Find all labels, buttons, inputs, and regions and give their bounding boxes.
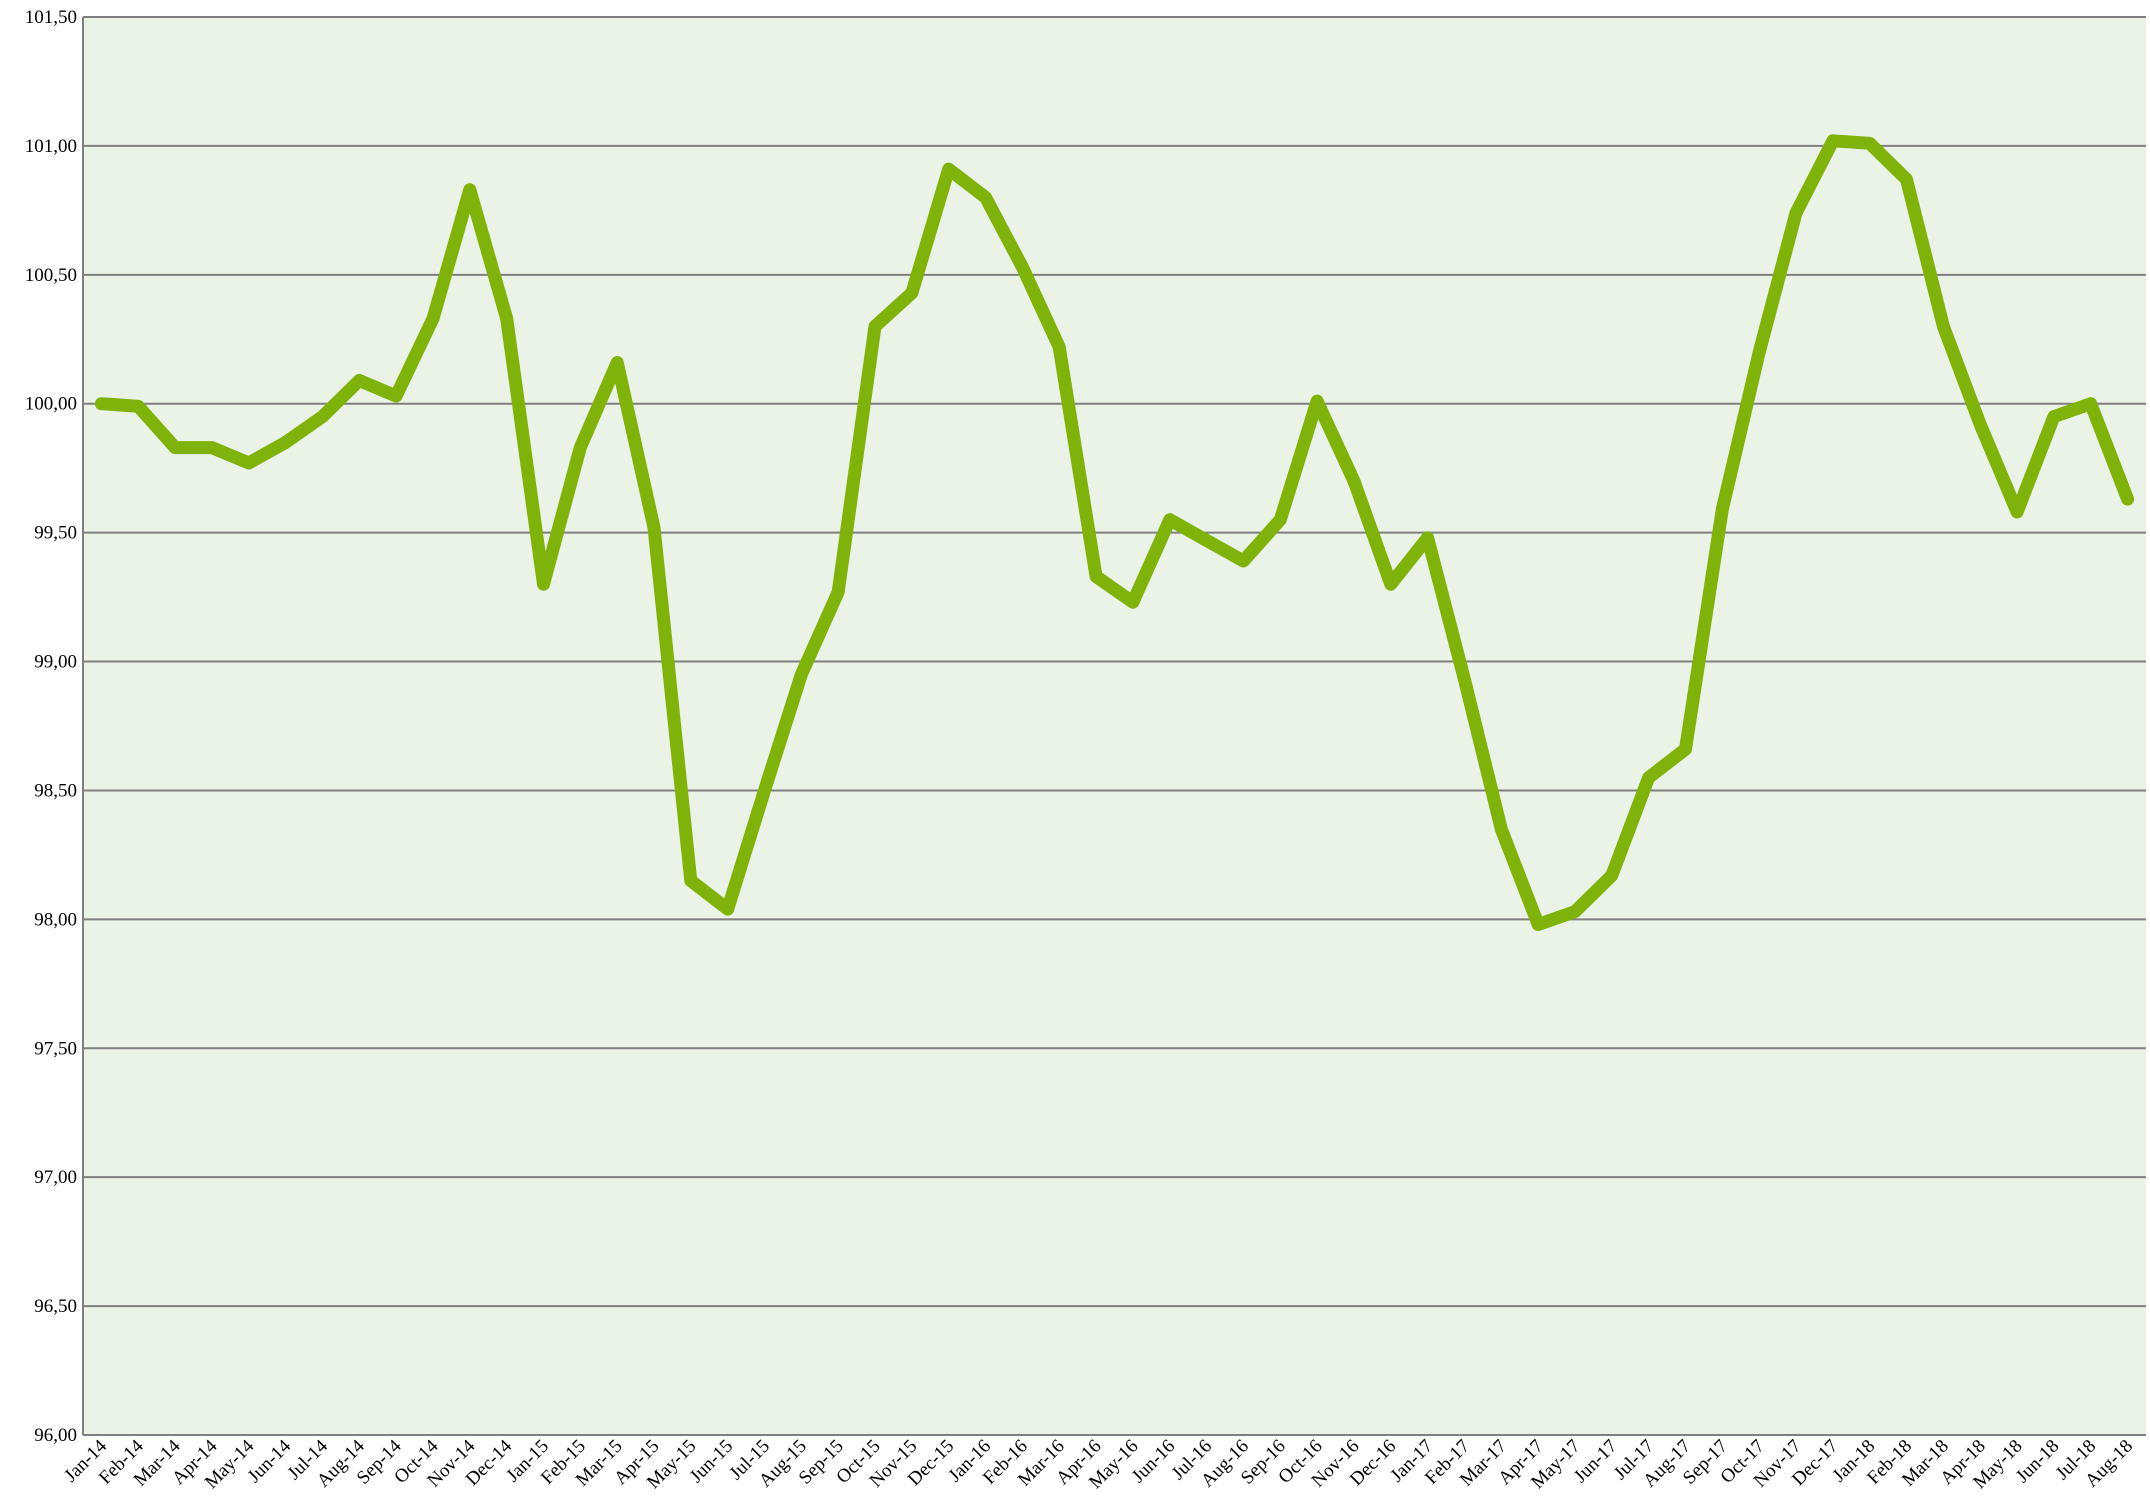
x-tick-label: Jun-17 [1570, 1436, 1621, 1487]
y-tick-label: 98,00 [34, 909, 77, 930]
x-tick-label: Jun-18 [2012, 1436, 2063, 1487]
y-tick-label: 96,00 [34, 1425, 77, 1446]
y-tick-label: 99,00 [34, 652, 77, 673]
x-tick-label: Jun-14 [244, 1435, 296, 1487]
x-tick-label: Jun-15 [686, 1436, 737, 1487]
y-tick-label: 101,00 [25, 136, 77, 157]
y-tick-label: 97,50 [34, 1038, 77, 1059]
y-tick-label: 96,50 [34, 1296, 77, 1317]
y-tick-label: 100,00 [25, 394, 77, 415]
x-tick-label: Jun-16 [1128, 1436, 1179, 1487]
y-tick-label: 100,50 [25, 265, 77, 286]
y-tick-label: 97,00 [34, 1167, 77, 1188]
y-tick-label: 99,50 [34, 523, 77, 544]
data-line [94, 134, 2135, 931]
plot-area [83, 17, 2146, 1435]
y-tick-label: 101,50 [25, 7, 77, 28]
y-tick-label: 98,50 [34, 780, 77, 801]
